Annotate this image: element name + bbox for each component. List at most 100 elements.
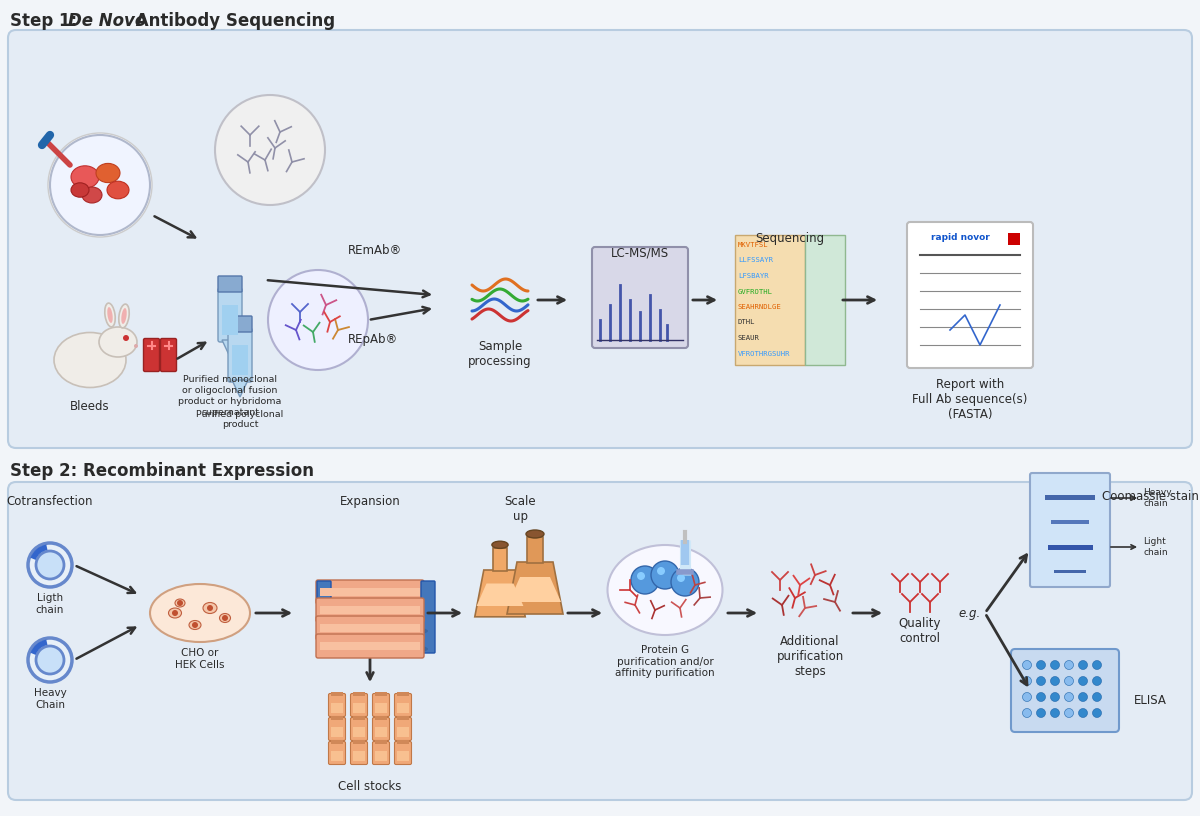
Text: Step 2: Recombinant Expression: Step 2: Recombinant Expression — [10, 462, 314, 480]
Circle shape — [1064, 660, 1074, 669]
Circle shape — [172, 610, 178, 616]
Circle shape — [50, 135, 150, 235]
FancyBboxPatch shape — [317, 581, 331, 653]
Text: De Novo: De Novo — [68, 12, 146, 30]
Bar — [374, 716, 386, 720]
Circle shape — [1037, 676, 1045, 685]
Bar — [222, 305, 238, 335]
Circle shape — [124, 335, 130, 341]
FancyBboxPatch shape — [218, 276, 242, 292]
Text: REpAb®: REpAb® — [348, 334, 398, 347]
Circle shape — [215, 95, 325, 205]
Text: LC-MS/MS: LC-MS/MS — [611, 247, 670, 260]
Circle shape — [1079, 693, 1087, 702]
Circle shape — [1050, 660, 1060, 669]
Circle shape — [1064, 693, 1074, 702]
Text: Additional
purification
steps: Additional purification steps — [776, 635, 844, 678]
Ellipse shape — [121, 308, 127, 324]
Text: LFSBAYR: LFSBAYR — [738, 273, 769, 279]
Circle shape — [1050, 676, 1060, 685]
Bar — [320, 606, 420, 614]
FancyBboxPatch shape — [329, 694, 346, 716]
FancyBboxPatch shape — [316, 616, 424, 640]
Circle shape — [36, 551, 64, 579]
Bar — [331, 692, 343, 696]
Circle shape — [677, 574, 685, 582]
FancyBboxPatch shape — [421, 581, 436, 653]
Bar — [320, 642, 420, 650]
Ellipse shape — [607, 545, 722, 635]
Text: Purified polyclonal
product: Purified polyclonal product — [197, 410, 283, 429]
Circle shape — [1037, 660, 1045, 669]
FancyBboxPatch shape — [395, 694, 412, 716]
Polygon shape — [509, 577, 562, 602]
Text: Protein G
purification and/or
affinity purification: Protein G purification and/or affinity p… — [616, 645, 715, 678]
FancyBboxPatch shape — [372, 694, 390, 716]
Ellipse shape — [492, 541, 508, 548]
Text: Scale
up: Scale up — [504, 495, 536, 523]
Circle shape — [28, 638, 72, 682]
Text: Cell stocks: Cell stocks — [338, 780, 402, 793]
Text: SEAHRNDLGE: SEAHRNDLGE — [738, 304, 781, 310]
FancyBboxPatch shape — [218, 288, 242, 342]
Bar — [320, 588, 420, 596]
Bar — [331, 716, 343, 720]
Circle shape — [1037, 708, 1045, 717]
Text: e.g.: e.g. — [959, 606, 982, 619]
Ellipse shape — [203, 602, 217, 614]
FancyBboxPatch shape — [8, 482, 1192, 800]
Bar — [353, 703, 365, 713]
Circle shape — [1079, 708, 1087, 717]
Circle shape — [134, 344, 138, 348]
Circle shape — [650, 561, 679, 589]
Bar — [374, 740, 386, 744]
Circle shape — [1022, 676, 1032, 685]
Circle shape — [1079, 676, 1087, 685]
Bar — [331, 740, 343, 744]
Ellipse shape — [96, 163, 120, 183]
Circle shape — [178, 600, 182, 606]
Bar — [353, 727, 365, 737]
Ellipse shape — [119, 304, 130, 328]
Ellipse shape — [107, 181, 130, 199]
Circle shape — [28, 543, 72, 587]
FancyBboxPatch shape — [228, 316, 252, 332]
Circle shape — [1092, 708, 1102, 717]
Bar — [1048, 545, 1092, 550]
Text: Sequencing: Sequencing — [756, 232, 824, 245]
Bar — [374, 692, 386, 696]
Circle shape — [1092, 660, 1102, 669]
Polygon shape — [476, 583, 523, 606]
Circle shape — [1092, 693, 1102, 702]
FancyBboxPatch shape — [316, 634, 424, 658]
Circle shape — [637, 572, 646, 580]
Text: VFROTHRGSUHR: VFROTHRGSUHR — [738, 351, 791, 357]
Ellipse shape — [98, 327, 137, 357]
Ellipse shape — [526, 530, 544, 538]
Ellipse shape — [104, 303, 115, 327]
Polygon shape — [508, 562, 563, 614]
Bar — [374, 727, 386, 737]
Bar — [353, 716, 365, 720]
Text: CHO or
HEK Cells: CHO or HEK Cells — [175, 648, 224, 670]
Circle shape — [1050, 693, 1060, 702]
Bar — [1008, 233, 1020, 245]
Circle shape — [1064, 708, 1074, 717]
Circle shape — [658, 567, 665, 575]
Bar — [232, 345, 248, 375]
Circle shape — [671, 568, 698, 596]
Text: Ligth
chain: Ligth chain — [36, 593, 64, 614]
Bar — [397, 692, 409, 696]
FancyBboxPatch shape — [161, 339, 176, 371]
Text: Antibody Sequencing: Antibody Sequencing — [130, 12, 335, 30]
Ellipse shape — [54, 332, 126, 388]
Bar — [397, 703, 409, 713]
Text: Cotransfection: Cotransfection — [7, 495, 94, 508]
FancyBboxPatch shape — [395, 742, 412, 765]
Text: Expansion: Expansion — [340, 495, 401, 508]
FancyBboxPatch shape — [395, 717, 412, 740]
FancyBboxPatch shape — [228, 328, 252, 382]
Text: GVFROTHL: GVFROTHL — [738, 289, 773, 295]
Text: Purified monoclonal
or oligoclonal fusion
product or hybridoma
supernatant: Purified monoclonal or oligoclonal fusio… — [179, 375, 282, 417]
FancyBboxPatch shape — [592, 247, 688, 348]
